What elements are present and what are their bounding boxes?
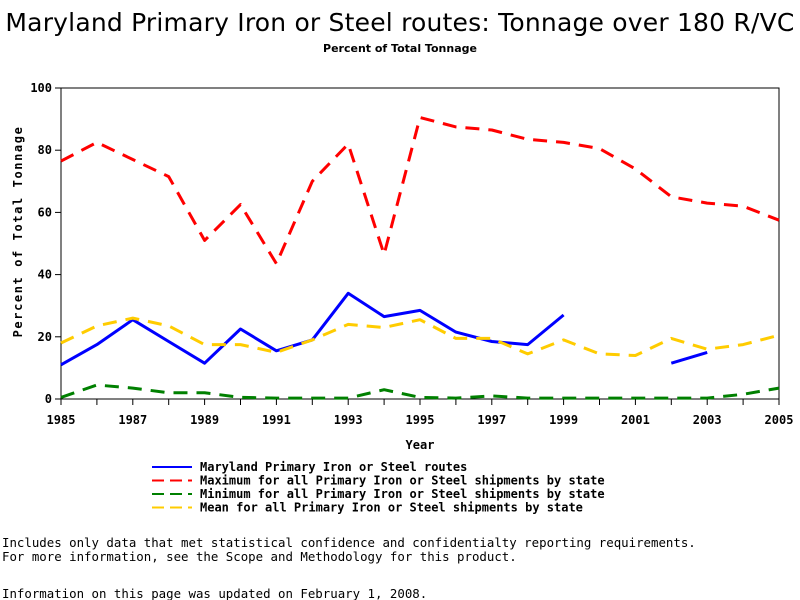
- legend-label: Minimum for all Primary Iron or Steel sh…: [200, 487, 605, 501]
- x-tick-label: 1991: [262, 413, 291, 427]
- series-maryland-line-1: [60, 291, 565, 367]
- x-tick-label: 1997: [477, 413, 506, 427]
- x-tick-label: 2003: [693, 413, 722, 427]
- y-tick-label: 100: [30, 81, 52, 95]
- series-minimum-line-1: [60, 383, 780, 400]
- legend-label: Maximum for all Primary Iron or Steel sh…: [200, 474, 605, 488]
- chart-subtitle: Percent of Total Tonnage: [323, 42, 477, 55]
- y-tick-label: 80: [38, 143, 52, 157]
- legend-label: Mean for all Primary Iron or Steel shipm…: [200, 501, 583, 515]
- x-axis-label: Year: [406, 438, 435, 452]
- y-tick-label: 20: [38, 330, 52, 344]
- y-tick-label: 0: [45, 392, 52, 406]
- x-tick-label: 1995: [406, 413, 435, 427]
- legend-label: Maryland Primary Iron or Steel routes: [200, 460, 467, 474]
- x-tick-label: 1987: [118, 413, 147, 427]
- x-tick-label: 1989: [190, 413, 219, 427]
- x-tick-label: 1999: [549, 413, 578, 427]
- series-mean-line-1: [60, 316, 780, 357]
- x-tick-label: 2001: [621, 413, 650, 427]
- y-axis-label: Percent of Total Tonnage: [11, 126, 25, 338]
- x-tick-label: 2005: [765, 413, 794, 427]
- x-tick-label: 1985: [47, 413, 76, 427]
- series-maximum-line-1: [60, 116, 780, 266]
- y-tick-label: 40: [38, 268, 52, 282]
- methodology-note: For more information, see the Scope and …: [2, 549, 517, 564]
- y-tick-label: 60: [38, 205, 52, 219]
- x-tick-label: 1993: [334, 413, 363, 427]
- update-note: Information on this page was updated on …: [2, 586, 428, 600]
- chart-title: Maryland Primary Iron or Steel routes: T…: [5, 8, 795, 37]
- series-maryland-line-2: [670, 350, 708, 365]
- confidence-note: Includes only data that met statistical …: [2, 535, 696, 550]
- plot-area-frame: [60, 87, 780, 400]
